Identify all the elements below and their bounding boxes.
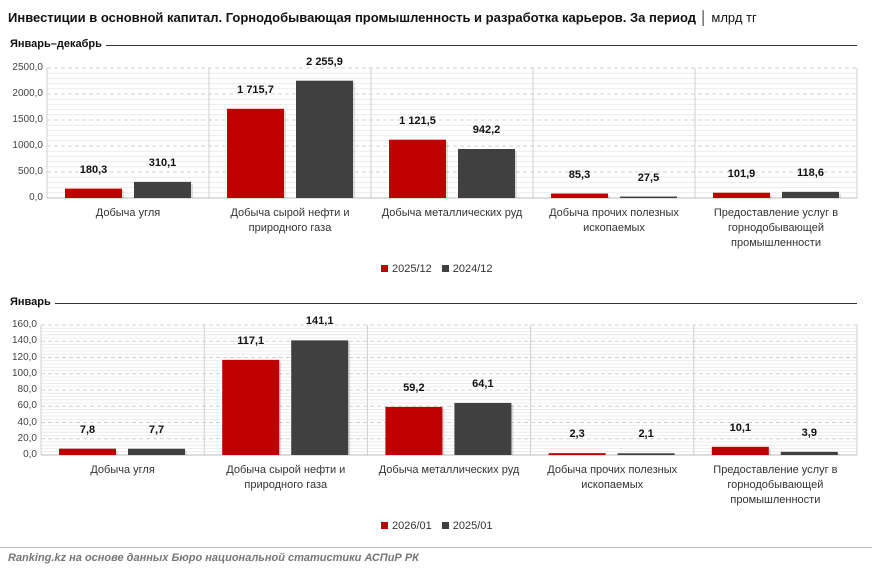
legend-label: 2026/01: [392, 520, 432, 532]
y-tick-label: 500,0: [17, 166, 43, 177]
section-title-january: Январь: [10, 296, 55, 308]
section-title-annual: Январь–декабрь: [10, 38, 106, 50]
data-label: 310,1: [148, 156, 177, 169]
data-label: 7,8: [79, 423, 96, 436]
data-label: 2,1: [638, 428, 654, 441]
data-label: 180,3: [79, 163, 108, 176]
y-tick-label: 2500,0: [12, 62, 43, 73]
bar-2024/12: [458, 149, 515, 198]
data-label: 141,1: [305, 315, 334, 328]
bar-2025/01: [128, 448, 185, 455]
legend: 2026/01 2025/01: [381, 520, 503, 532]
bar-2026/01: [711, 446, 769, 455]
legend-item: 2025/12: [381, 263, 432, 275]
bar-2025/12: [713, 192, 770, 198]
data-label: 27,5: [637, 171, 660, 184]
category-label: Предоставление услуг в горнодобывающей п…: [713, 207, 839, 249]
footer-source: Ranking.kz на основе данных Бюро национа…: [8, 552, 419, 564]
category-label: Предоставление услуг в горнодобывающей п…: [713, 464, 838, 506]
unit-label: млрд тг: [711, 10, 757, 25]
data-label: 101,9: [727, 167, 756, 180]
y-tick-label: 160,0: [11, 319, 37, 330]
bar-2025/01: [780, 451, 838, 455]
category-label: Добыча металлических руд: [378, 464, 520, 476]
bar-2025/12: [389, 139, 446, 198]
data-label: 3,9: [801, 426, 817, 439]
bar-2025/01: [454, 402, 512, 455]
section-divider: [10, 303, 857, 304]
y-tick-label: 120,0: [11, 351, 37, 363]
section-divider: [10, 45, 857, 46]
category-label: Добыча прочих полезных ископаемых: [547, 464, 678, 491]
legend-item: 2024/12: [441, 263, 493, 275]
data-label: 85,3: [568, 168, 591, 181]
y-tick-label: 40,0: [17, 416, 37, 428]
category-label: Добыча металлических руд: [381, 207, 523, 219]
y-tick-label: 0,0: [23, 449, 37, 460]
data-label: 942,2: [472, 124, 501, 136]
category-label: Добыча прочих полезных ископаемых: [549, 207, 679, 234]
data-label: 1 715,7: [237, 83, 274, 96]
y-tick-label: 100,0: [11, 367, 37, 379]
data-label: 2 255,9: [306, 55, 343, 68]
data-label: 117,1: [237, 334, 265, 347]
chart-title: Инвестиции в основной капитал. Горнодобы…: [8, 10, 757, 25]
bar-2025/01: [291, 340, 349, 455]
bar-2026/01: [222, 359, 280, 455]
legend-label: 2025/12: [392, 263, 432, 275]
data-label: 59,2: [403, 381, 425, 394]
y-tick-label: 1000,0: [12, 140, 43, 151]
title-text: Инвестиции в основной капитал. Горнодобы…: [8, 10, 697, 25]
bar-2025/12: [65, 188, 122, 198]
y-tick-label: 80,0: [17, 384, 37, 395]
bar-2025/12: [227, 108, 284, 198]
bar-2024/12: [620, 196, 677, 198]
y-tick-label: 0,0: [29, 192, 43, 203]
y-tick-label: 20,0: [17, 432, 37, 444]
data-label: 2,3: [569, 428, 585, 441]
bar-2024/12: [296, 80, 353, 198]
bar-2024/12: [782, 191, 839, 198]
footer-divider: [0, 547, 872, 548]
y-tick-label: 1500,0: [12, 114, 43, 125]
legend-swatch: [441, 522, 449, 529]
bar-2026/01: [548, 453, 606, 455]
category-label: Добыча сырой нефти и природного газа: [230, 207, 350, 234]
bar-2025/01: [617, 453, 675, 455]
data-label: 7,7: [148, 423, 165, 436]
data-label: 64,1: [472, 377, 494, 390]
bar-2024/12: [134, 181, 191, 198]
legend-item: 2026/01: [381, 520, 432, 532]
legend: 2025/12 2024/12: [381, 263, 503, 275]
y-tick-label: 140,0: [11, 335, 37, 347]
y-tick-label: 2000,0: [12, 88, 43, 99]
bar-2025/12: [551, 193, 608, 198]
category-label: Добыча сырой нефти и природного газа: [226, 464, 346, 491]
legend-swatch: [381, 522, 388, 529]
legend-item: 2025/01: [441, 520, 493, 532]
category-label: Добыча угля: [90, 464, 155, 476]
bar-2026/01: [59, 448, 116, 455]
legend-swatch: [381, 265, 388, 272]
legend-swatch: [441, 265, 449, 272]
bar-2026/01: [385, 406, 443, 455]
data-label: 10,1: [729, 421, 751, 434]
legend-label: 2025/01: [452, 520, 493, 532]
data-label: 1 121,5: [399, 114, 436, 127]
y-tick-label: 60,0: [17, 400, 37, 412]
category-label: Добыча угля: [95, 207, 161, 219]
data-label: 118,6: [797, 166, 824, 179]
legend-label: 2024/12: [452, 263, 493, 275]
